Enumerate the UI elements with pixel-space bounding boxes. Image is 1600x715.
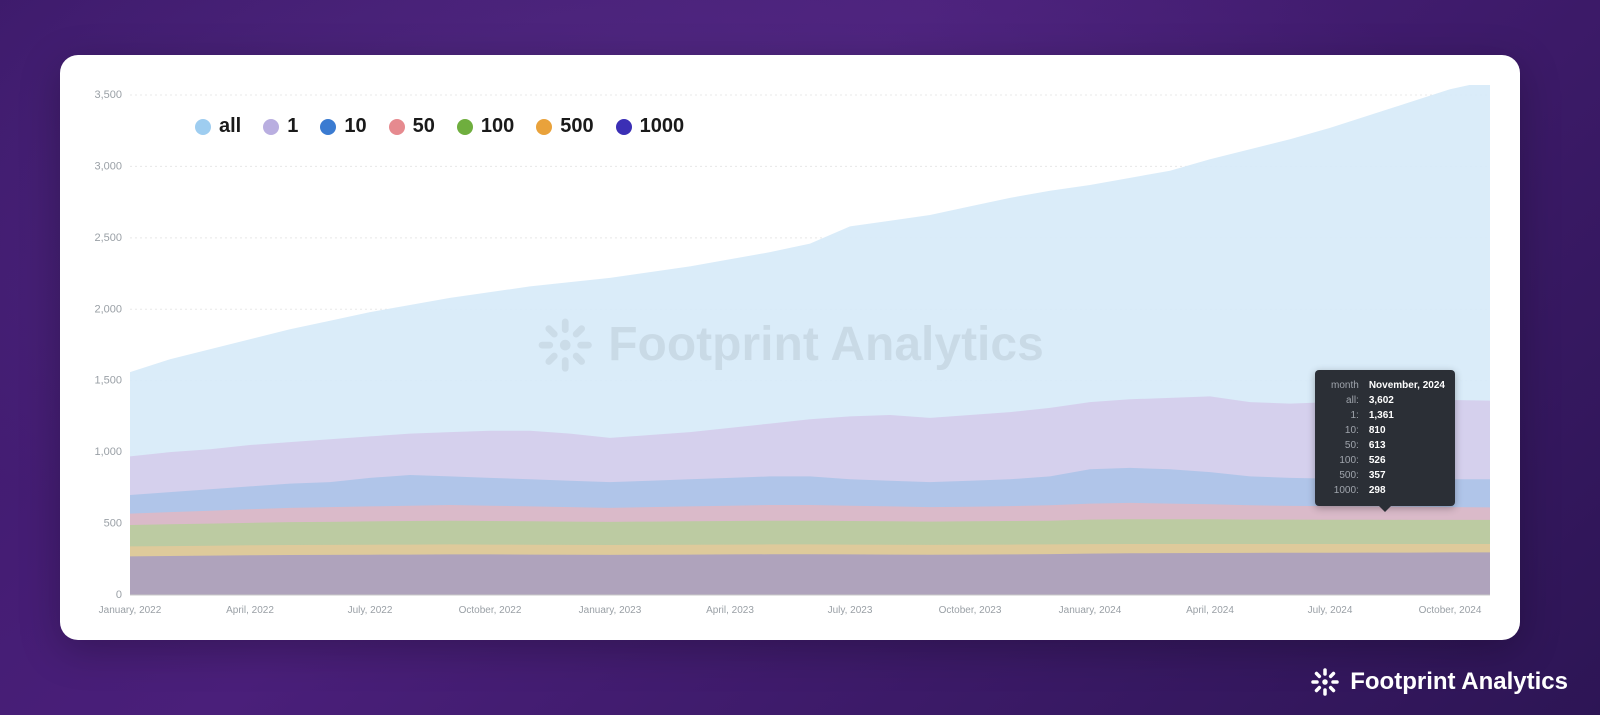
legend-item-s1000[interactable]: 1000 xyxy=(616,115,685,138)
brand-name: Footprint Analytics xyxy=(1350,668,1568,696)
y-tick-label: 1,000 xyxy=(94,446,122,458)
y-tick-label: 500 xyxy=(104,518,122,530)
x-tick-label: July, 2023 xyxy=(828,605,873,616)
tooltip-val: 357 xyxy=(1369,468,1445,483)
legend-item-s100[interactable]: 100 xyxy=(457,115,514,138)
x-tick-label: October, 2024 xyxy=(1419,605,1482,616)
x-tick-label: October, 2023 xyxy=(939,605,1002,616)
tooltip-key: all: xyxy=(1325,393,1359,408)
legend-item-s500[interactable]: 500 xyxy=(536,115,593,138)
x-tick-label: January, 2023 xyxy=(579,605,642,616)
legend-swatch xyxy=(389,119,405,135)
tooltip-val: 613 xyxy=(1369,438,1445,453)
chart-legend: all 1 10 50 100 500 1000 xyxy=(195,115,684,138)
tooltip-val: 1,361 xyxy=(1369,408,1445,423)
y-tick-label: 3,000 xyxy=(94,160,122,172)
tooltip-key: 50: xyxy=(1325,438,1359,453)
legend-label: 10 xyxy=(344,115,366,138)
legend-label: 1000 xyxy=(640,115,685,138)
y-tick-label: 2,500 xyxy=(94,232,122,244)
tooltip-key: 1000: xyxy=(1325,483,1359,498)
legend-swatch xyxy=(616,119,632,135)
legend-label: 1 xyxy=(287,115,298,138)
tooltip-key: 500: xyxy=(1325,468,1359,483)
legend-item-all[interactable]: all xyxy=(195,115,241,138)
x-tick-label: October, 2022 xyxy=(459,605,522,616)
legend-item-s1[interactable]: 1 xyxy=(263,115,298,138)
legend-swatch xyxy=(320,119,336,135)
legend-label: 50 xyxy=(413,115,435,138)
legend-swatch xyxy=(263,119,279,135)
y-tick-label: 1,500 xyxy=(94,375,122,387)
tooltip-key: 10: xyxy=(1325,423,1359,438)
y-tick-label: 2,000 xyxy=(94,303,122,315)
tooltip-val: 810 xyxy=(1369,423,1445,438)
legend-label: 100 xyxy=(481,115,514,138)
x-tick-label: April, 2023 xyxy=(706,605,754,616)
legend-item-s10[interactable]: 10 xyxy=(320,115,366,138)
tooltip-val: November, 2024 xyxy=(1369,378,1445,393)
legend-label: 500 xyxy=(560,115,593,138)
x-tick-label: July, 2024 xyxy=(1308,605,1353,616)
x-tick-label: July, 2022 xyxy=(348,605,393,616)
brand-footer: Footprint Analytics xyxy=(1310,667,1568,697)
tooltip-val: 3,602 xyxy=(1369,393,1445,408)
y-tick-label: 3,500 xyxy=(94,89,122,101)
x-tick-label: April, 2024 xyxy=(1186,605,1234,616)
area-chart-svg: 0 500 1,000 1,500 2,000 2,500 3,000 3,500 Januar… xyxy=(80,85,1520,625)
x-tick-label: January, 2024 xyxy=(1059,605,1122,616)
area-series-s1000[interactable] xyxy=(130,552,1490,595)
tooltip-val: 526 xyxy=(1369,453,1445,468)
legend-swatch xyxy=(457,119,473,135)
legend-swatch xyxy=(195,119,211,135)
asterisk-icon xyxy=(1310,667,1340,697)
legend-swatch xyxy=(536,119,552,135)
y-tick-label: 0 xyxy=(116,589,122,601)
legend-item-s50[interactable]: 50 xyxy=(389,115,435,138)
tooltip-key: 1: xyxy=(1325,408,1359,423)
tooltip-val: 298 xyxy=(1369,483,1445,498)
chart-area[interactable]: 0 500 1,000 1,500 2,000 2,500 3,000 3,500 Januar… xyxy=(80,85,1520,625)
x-tick-label: April, 2022 xyxy=(226,605,274,616)
chart-tooltip: month November, 2024 all: 3,602 1: 1,361 10: 8… xyxy=(1315,370,1455,506)
tooltip-key: month xyxy=(1325,378,1359,393)
tooltip-key: 100: xyxy=(1325,453,1359,468)
legend-label: all xyxy=(219,115,241,138)
x-tick-label: January, 2022 xyxy=(99,605,162,616)
page-background: Footprint Analytics month November, 2024 … xyxy=(0,0,1600,715)
